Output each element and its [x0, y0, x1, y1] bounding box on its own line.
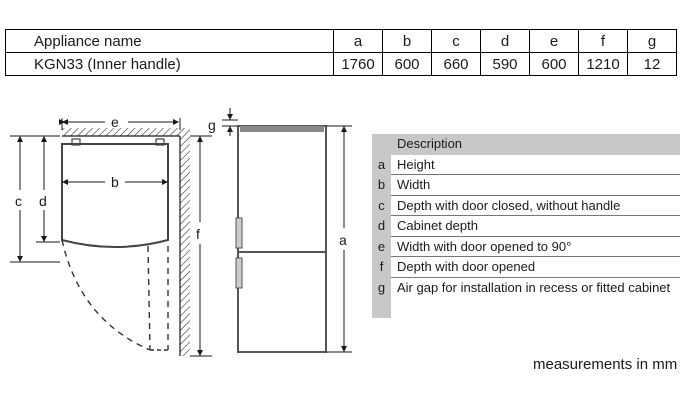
legend-key-b: b	[372, 175, 391, 196]
front-view: g a	[208, 108, 352, 353]
dim-label-c: c	[15, 193, 22, 209]
header-e: e	[529, 29, 579, 53]
open-door-left	[147, 245, 151, 351]
table-row: KGN33 (Inner handle) 1760 600 660 590 60…	[5, 52, 677, 76]
dim-label-a: a	[339, 232, 347, 248]
legend-header: Description	[372, 134, 680, 155]
legend-text-g: Air gap for installation in recess or fi…	[397, 279, 671, 295]
legend-key-d: d	[372, 216, 391, 237]
fridge-body	[237, 125, 327, 353]
header-g: g	[627, 29, 677, 53]
cell-b: 600	[382, 52, 432, 76]
cabinet-top-outline	[61, 143, 169, 248]
legend-key-a: a	[372, 154, 391, 175]
cell-e: 600	[529, 52, 579, 76]
upper-door-handle	[235, 217, 243, 249]
legend-key-c: c	[372, 195, 391, 216]
rear-wall	[62, 128, 180, 136]
legend-text-b: Width	[391, 175, 680, 196]
side-wall	[180, 128, 190, 356]
dimension-table: Appliance name a b c d e f g KGN33 (Inne…	[5, 29, 677, 76]
legend: Description a Height b Width c Depth wit…	[372, 134, 680, 318]
legend-item: a Height	[372, 154, 680, 175]
legend-text-d: Cabinet depth	[391, 216, 680, 237]
hinge-left	[71, 138, 81, 146]
cell-c: 660	[431, 52, 481, 76]
legend-text-f: Depth with door opened	[391, 257, 680, 278]
cell-appliance-name: KGN33 (Inner handle)	[5, 52, 334, 76]
fridge-top-strip	[240, 126, 324, 132]
legend-item: f Depth with door opened	[372, 257, 680, 278]
header-b: b	[382, 29, 432, 53]
dimension-drawing: e b c d f	[10, 108, 352, 357]
header-c: c	[431, 29, 481, 53]
dim-label-g: g	[208, 117, 216, 133]
cell-a: 1760	[333, 52, 383, 76]
legend-key-f: f	[372, 257, 391, 278]
legend-text-a: Height	[391, 155, 680, 175]
dim-label-f: f	[196, 226, 200, 242]
lower-door-handle	[235, 257, 243, 289]
legend-item: d Cabinet depth	[372, 216, 680, 237]
legend-key-g: g	[372, 277, 391, 318]
legend-item: b Width	[372, 175, 680, 196]
legend-text-e: Width with door opened to 90°	[391, 237, 680, 257]
dim-label-d: d	[39, 193, 47, 209]
header-f: f	[578, 29, 628, 53]
dim-label-e: e	[111, 114, 119, 130]
hinge-right	[155, 138, 165, 146]
legend-title: Description	[391, 134, 680, 155]
legend-text-c: Depth with door closed, without handle	[391, 196, 680, 216]
table-header-row: Appliance name a b c d e f g	[5, 29, 677, 53]
legend-item: g Air gap for installation in recess or …	[372, 277, 680, 318]
dim-label-b: b	[111, 174, 119, 190]
header-a: a	[333, 29, 383, 53]
cell-f: 1210	[578, 52, 628, 76]
door-swing-arc	[61, 239, 151, 351]
legend-item: e Width with door opened to 90°	[372, 236, 680, 257]
top-view: e b c d f	[10, 114, 212, 357]
header-appliance-name: Appliance name	[5, 29, 334, 53]
units-note: measurements in mm	[533, 356, 678, 373]
legend-key-e: e	[372, 236, 391, 257]
cell-d: 590	[480, 52, 530, 76]
cell-g: 12	[627, 52, 677, 76]
legend-item: c Depth with door closed, without handle	[372, 195, 680, 216]
header-d: d	[480, 29, 530, 53]
